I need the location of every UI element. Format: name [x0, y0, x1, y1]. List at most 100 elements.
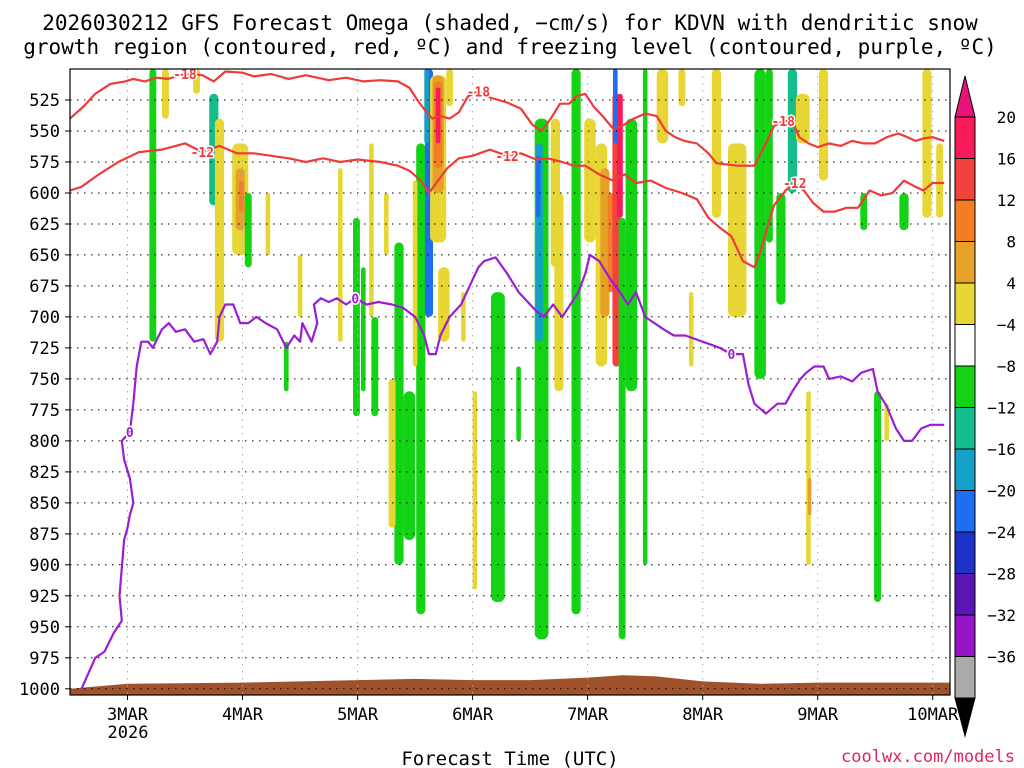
colorbar-swatch [954, 241, 976, 284]
omega-cell [284, 341, 289, 392]
colorbar-swatch [954, 407, 976, 450]
colorbar-label: −4 [997, 316, 1016, 335]
colorbar-swatch [954, 490, 976, 533]
y-tick-label: 875 [29, 525, 60, 545]
colorbar-label: 12 [997, 191, 1016, 210]
y-tick-label: 775 [29, 401, 60, 421]
x-tick-label: 7MAR [567, 705, 609, 725]
x-tick-label: 10MAR [907, 705, 959, 725]
contour-line [69, 142, 945, 269]
omega-cell [265, 193, 271, 255]
contour-label: -12 [495, 150, 518, 165]
colorbar: 20 16 12 8 4 −4 −8 −12 −16 −20 −24 −28 −32 −36 [954, 75, 1016, 738]
colorbar-swatch [954, 365, 976, 408]
omega-cell [818, 69, 829, 181]
omega-cell [491, 292, 505, 602]
colorbar-label: 20 [997, 108, 1016, 127]
x-tick-label: 6MAR [452, 705, 494, 725]
x-axis: 3MAR 4MAR 5MAR 6MAR 7MAR 8MAR 9MAR 10MAR [107, 695, 959, 725]
omega-cell [239, 180, 244, 212]
contour-label: -18 [771, 115, 795, 130]
omega-cell [353, 217, 360, 417]
y-tick-label: 575 [29, 153, 60, 173]
omega-cell [728, 143, 747, 317]
omega-cell [446, 69, 454, 107]
y-tick-label: 800 [29, 432, 60, 452]
chart-title-line2: growth region (contoured, red, ºC) and f… [23, 35, 997, 59]
omega-cell [472, 391, 478, 590]
omega-cell [936, 143, 944, 218]
omega-cell [613, 69, 618, 144]
colorbar-swatch [954, 199, 976, 242]
colorbar-label: −36 [987, 648, 1016, 667]
omega-cell [435, 87, 441, 144]
y-tick-label: 950 [29, 618, 60, 638]
y-axis: 525 550 575 600 625 650 675 700 725 750 775 800 825 8… [19, 91, 70, 700]
y-tick-label: 550 [29, 122, 60, 142]
colorbar-label: −32 [987, 606, 1016, 625]
omega-cell [776, 193, 786, 305]
y-tick-label: 700 [29, 308, 60, 328]
contour-line [69, 70, 945, 167]
omega-cell [874, 391, 881, 602]
y-tick-label: 600 [29, 184, 60, 204]
contour-line [80, 253, 945, 690]
terrain-fill [70, 675, 950, 695]
omega-cell [388, 378, 396, 528]
colorbar-swatch [954, 614, 976, 657]
colorbar-swatch [954, 282, 976, 325]
colorbar-top-triangle [954, 75, 976, 118]
omega-cell [765, 69, 773, 243]
x-tick-label: 3MAR [107, 705, 149, 725]
omega-cell [884, 403, 889, 441]
credit-text: coolwx.com/models [841, 747, 1015, 767]
y-tick-label: 675 [29, 277, 60, 297]
omega-cell [806, 391, 811, 565]
y-tick-label: 650 [29, 246, 60, 266]
contour-label: 0 [727, 348, 735, 363]
omega-cell [394, 242, 404, 565]
colorbar-swatch [954, 531, 976, 574]
y-tick-label: 525 [29, 91, 60, 111]
omega-cell [754, 69, 766, 379]
omega-cell [922, 69, 932, 218]
y-tick-label: 725 [29, 339, 60, 359]
x-tick-label: 5MAR [337, 705, 379, 725]
omega-cell [656, 69, 669, 144]
colorbar-label: −12 [987, 399, 1016, 418]
contour-label: -18 [467, 85, 491, 100]
x-axis-year-label: 2026 [108, 723, 149, 743]
omega-cell [899, 193, 909, 231]
contour-lines: 0 0 0 -18 -18 -18 -12 -12 -12 [69, 67, 945, 690]
y-tick-label: 900 [29, 556, 60, 576]
x-tick-label: 9MAR [797, 705, 839, 725]
colorbar-label: −24 [987, 523, 1016, 542]
y-tick-label: 925 [29, 587, 60, 607]
y-tick-label: 850 [29, 494, 60, 514]
colorbar-swatch [954, 656, 976, 699]
omega-cell [571, 69, 581, 615]
colorbar-label: −20 [987, 482, 1016, 501]
colorbar-label: 16 [997, 150, 1016, 169]
omega-cell [369, 143, 374, 317]
y-tick-label: 975 [29, 649, 60, 669]
contour-label: 0 [126, 426, 134, 441]
colorbar-label: 4 [1006, 274, 1016, 293]
omega-cell [711, 69, 722, 218]
omega-cell [607, 193, 614, 293]
terrain-area [70, 675, 950, 695]
omega-cell [371, 316, 379, 417]
omega-cell [554, 193, 564, 392]
omega-cell [424, 69, 429, 144]
omega-cell [535, 155, 541, 218]
colorbar-label: −16 [987, 440, 1016, 459]
x-tick-label: 4MAR [222, 705, 264, 725]
colorbar-swatch [954, 573, 976, 616]
colorbar-swatch [954, 448, 976, 491]
omega-cell [600, 168, 610, 317]
y-tick-label: 825 [29, 463, 60, 483]
contour-label: 0 [351, 292, 359, 307]
omega-cell [584, 118, 596, 243]
x-tick-label: 8MAR [682, 705, 724, 725]
